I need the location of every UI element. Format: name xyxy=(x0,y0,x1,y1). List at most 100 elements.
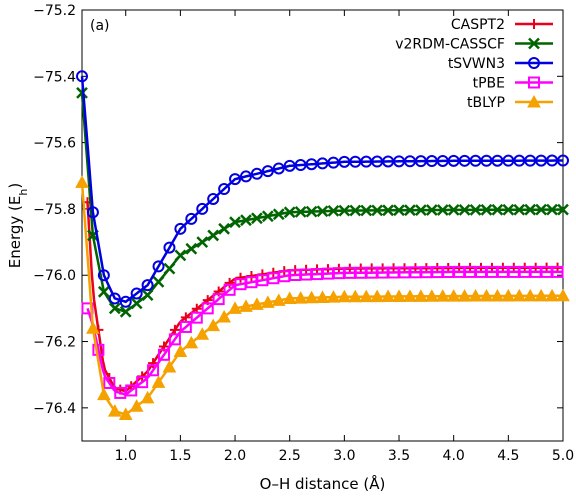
data-point xyxy=(97,387,111,401)
legend-marker xyxy=(528,57,540,69)
data-point xyxy=(163,241,176,254)
data-point xyxy=(447,204,460,216)
data-point xyxy=(305,205,318,218)
series-line xyxy=(80,76,563,304)
data-point xyxy=(180,312,191,323)
data-point xyxy=(480,203,493,216)
data-point xyxy=(201,302,214,315)
data-point xyxy=(435,289,450,302)
data-point xyxy=(261,210,274,223)
series-layer xyxy=(75,70,570,420)
data-point xyxy=(147,364,160,377)
data-point xyxy=(184,335,199,349)
data-point xyxy=(235,272,246,283)
data-point xyxy=(229,173,242,186)
data-point xyxy=(261,165,274,178)
data-point xyxy=(282,291,297,304)
data-point xyxy=(304,290,319,304)
data-point xyxy=(141,289,154,302)
data-point xyxy=(168,333,181,346)
data-point xyxy=(381,289,395,303)
data-point xyxy=(118,407,133,420)
data-point xyxy=(157,348,170,361)
data-point xyxy=(125,384,138,397)
y-tick-label: −76.0 xyxy=(33,268,76,284)
data-point xyxy=(152,260,165,273)
y-axis-label: Energy (Eh) xyxy=(6,183,30,268)
data-point xyxy=(130,287,143,300)
data-point xyxy=(218,183,231,196)
data-point xyxy=(229,216,241,229)
data-point xyxy=(250,167,263,180)
data-point xyxy=(173,344,188,357)
plot-frame xyxy=(81,9,564,442)
legend-label: v2RDM-CASSCF xyxy=(395,37,505,53)
data-point xyxy=(76,87,88,99)
plot-area: 1.0 1.5 2.0 2.5 3.0 3.5 4.0 4.5 5.0 −75.2−75.4−7… xyxy=(33,3,574,464)
data-point xyxy=(152,275,165,288)
data-point xyxy=(469,203,482,216)
x-tick-label: 4.0 xyxy=(443,448,465,464)
data-point xyxy=(359,289,374,303)
data-point xyxy=(512,288,527,302)
data-point xyxy=(271,293,286,306)
data-point xyxy=(414,289,428,302)
data-point xyxy=(293,291,308,304)
data-point xyxy=(86,206,99,219)
x-tick-label: 3.0 xyxy=(333,448,355,464)
data-point xyxy=(251,212,263,225)
data-point xyxy=(534,288,548,302)
data-point xyxy=(272,208,285,221)
data-point xyxy=(338,204,351,217)
series-tsvwn3 xyxy=(76,70,569,308)
data-point xyxy=(97,269,110,282)
x-tick-label: 1.5 xyxy=(169,448,191,464)
data-point xyxy=(327,205,340,217)
y-tick-label: −76.2 xyxy=(33,335,76,351)
data-point xyxy=(163,262,176,275)
y-axis-label-sub: h xyxy=(17,189,30,196)
data-point xyxy=(86,321,100,334)
legend-marker xyxy=(527,94,541,108)
data-point xyxy=(190,311,203,324)
data-point xyxy=(349,204,362,217)
legend-item: CASPT2 xyxy=(451,17,553,33)
data-point xyxy=(196,202,209,215)
x-tick-label: 2.0 xyxy=(224,448,246,464)
data-point xyxy=(136,376,149,389)
y-tick-label: −75.2 xyxy=(33,3,76,19)
x-axis-label: O–H distance (Å) xyxy=(260,474,386,493)
data-point xyxy=(457,289,472,302)
data-point xyxy=(169,324,180,335)
series-tblyp xyxy=(75,175,570,420)
x-tick-label: 2.5 xyxy=(279,448,301,464)
data-point xyxy=(76,70,88,83)
data-point xyxy=(283,206,296,219)
data-point xyxy=(174,222,187,235)
data-point xyxy=(490,288,505,302)
data-point xyxy=(557,154,569,167)
data-point xyxy=(551,265,564,278)
data-point xyxy=(148,358,159,369)
data-point xyxy=(491,203,504,216)
data-point xyxy=(545,288,559,302)
data-point xyxy=(207,192,220,205)
data-point xyxy=(468,289,483,302)
y-ticks: −75.2 −75.4 −75.6 −75.8 −76.0 −76.2 −76.4 xyxy=(33,3,563,417)
data-point xyxy=(524,203,537,216)
data-point xyxy=(108,292,121,305)
data-point xyxy=(108,302,121,315)
data-point xyxy=(557,203,569,216)
legend-item: v2RDM-CASSCF xyxy=(395,37,553,53)
data-point xyxy=(174,249,187,262)
data-point xyxy=(370,289,385,303)
data-point xyxy=(458,204,471,216)
x-tick-label: 1.0 xyxy=(115,448,137,464)
data-point xyxy=(239,299,253,312)
y-tick-label: −75.8 xyxy=(33,202,76,218)
data-point xyxy=(294,206,307,218)
data-point xyxy=(75,175,89,188)
data-point xyxy=(119,295,132,308)
y-axis-label-end: ) xyxy=(6,183,24,189)
